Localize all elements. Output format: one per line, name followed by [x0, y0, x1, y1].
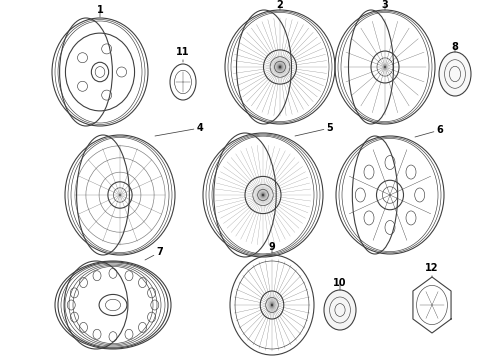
- Text: 9: 9: [269, 242, 275, 254]
- Text: 7: 7: [145, 247, 163, 260]
- Text: 10: 10: [333, 278, 347, 290]
- Text: 5: 5: [295, 123, 333, 136]
- Text: 3: 3: [382, 0, 389, 10]
- Ellipse shape: [439, 52, 471, 96]
- Text: 1: 1: [97, 5, 103, 17]
- Text: 12: 12: [425, 263, 439, 277]
- Text: 11: 11: [176, 47, 190, 62]
- Text: 6: 6: [415, 125, 443, 137]
- Ellipse shape: [324, 290, 356, 330]
- Text: 2: 2: [277, 0, 283, 10]
- Text: 4: 4: [155, 123, 203, 136]
- Text: 8: 8: [452, 42, 459, 52]
